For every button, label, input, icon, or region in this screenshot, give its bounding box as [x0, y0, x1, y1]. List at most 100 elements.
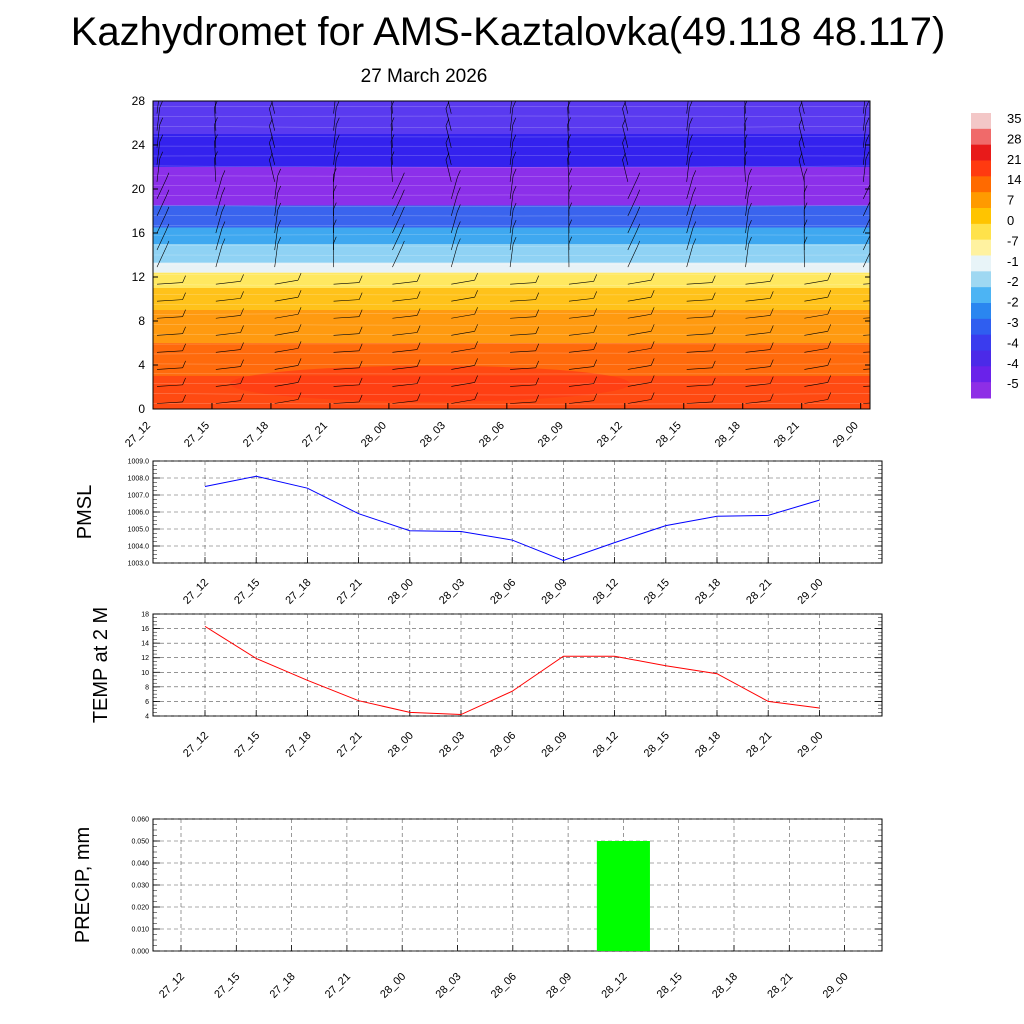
- wind-barb-flag: [474, 375, 478, 383]
- wind-barb: [744, 73, 745, 96]
- wind-barb-flag: [799, 85, 802, 92]
- wind-barb-flag: [358, 377, 363, 385]
- wind-barb: [568, 315, 594, 319]
- wind-barb: [451, 382, 475, 387]
- x-tick-label: 27_12: [123, 420, 153, 450]
- wind-barb-flag: [240, 359, 244, 367]
- wind-barb: [804, 331, 828, 336]
- wind-barb: [333, 158, 337, 182]
- wind-barb: [568, 73, 569, 96]
- wind-barb-flag: [650, 341, 655, 349]
- wind-barb: [568, 400, 594, 404]
- wind-barb-flag: [866, 67, 869, 74]
- wind-barb: [392, 247, 402, 268]
- wind-barb: [215, 383, 241, 387]
- wind-barb-flag: [269, 85, 272, 92]
- wind-barb: [156, 124, 161, 148]
- wind-barb-flag: [872, 241, 875, 248]
- wind-barb-flag: [159, 101, 163, 108]
- wind-barb: [863, 74, 866, 97]
- wind-barb: [567, 141, 570, 165]
- wind-barb: [863, 385, 870, 387]
- wind-barb: [568, 298, 594, 302]
- wind-barb: [862, 101, 866, 114]
- x-tick-label: 28_06: [477, 420, 507, 450]
- wind-barb: [333, 316, 360, 319]
- isotherm-line: [153, 313, 870, 315]
- wind-barb-flag: [744, 66, 747, 73]
- x-tick-label: 28_06: [488, 730, 518, 760]
- wind-barb: [863, 300, 870, 302]
- wind-barb-flag: [416, 308, 421, 316]
- wind-barb-flag: [689, 67, 692, 74]
- wind-barb: [510, 316, 536, 319]
- wind-barb-flag: [240, 376, 244, 384]
- wind-barb-flag: [391, 66, 394, 73]
- wind-barb: [156, 282, 183, 285]
- wind-barb: [214, 158, 217, 182]
- wind-barb: [745, 366, 771, 370]
- wind-barb: [333, 141, 337, 165]
- wind-barb-flag: [535, 326, 540, 334]
- wind-barb-flag: [165, 206, 170, 214]
- wind-barb: [509, 175, 514, 199]
- wind-barb: [509, 244, 514, 268]
- isotherm-line: [153, 284, 870, 286]
- wind-barb: [798, 125, 805, 148]
- wind-barb-flag: [593, 274, 597, 282]
- wind-barb: [799, 75, 804, 97]
- wind-barb: [862, 234, 870, 251]
- wind-barb: [392, 213, 402, 234]
- wind-barb: [686, 245, 694, 268]
- wind-barb-flag: [474, 307, 478, 315]
- wind-barb-flag: [416, 291, 421, 299]
- isotherm-line: [153, 363, 870, 365]
- wind-barb: [745, 244, 749, 268]
- wind-barb: [801, 101, 805, 114]
- wind-barb-flag: [769, 291, 774, 299]
- wind-barb-flag: [803, 202, 808, 210]
- wind-barb: [451, 313, 475, 319]
- wind-barb-flag: [692, 187, 697, 195]
- wind-barb-flag: [416, 393, 421, 401]
- x-tick-label: 28_18: [710, 971, 740, 1001]
- y-tick-label: 12: [132, 270, 146, 284]
- y-tick-label: 0.040: [131, 861, 149, 868]
- wind-barb-flag: [416, 359, 421, 367]
- wind-barb: [509, 192, 514, 216]
- chart-subtitle: 27 March 2026: [360, 66, 488, 87]
- x-tick-label: 28_21: [772, 420, 802, 450]
- precip-bar: [596, 841, 650, 951]
- wind-barb: [392, 298, 418, 302]
- wind-barb-flag: [335, 151, 340, 159]
- wind-barb: [274, 279, 299, 285]
- wind-barb: [215, 332, 241, 336]
- wind-barb: [451, 296, 475, 302]
- wind-barb: [450, 211, 458, 234]
- x-tick-label: 27_12: [181, 730, 211, 760]
- wind-barb: [745, 400, 771, 404]
- wind-barb-flag: [474, 392, 478, 400]
- wind-barb-flag: [535, 360, 540, 368]
- pmsl-panel: 1003.0 1004.0 1005.0 1006.0 1007.0 1008.0 1009…: [74, 459, 883, 607]
- wind-barb: [862, 251, 870, 268]
- wind-barb: [451, 279, 475, 285]
- wind-barb-flag: [689, 134, 693, 142]
- x-tick-label: 28_03: [437, 577, 467, 607]
- wind-barb: [804, 348, 828, 353]
- x-tick-label: 28_15: [642, 577, 672, 607]
- wind-barb-flag: [358, 394, 363, 403]
- wind-barb: [509, 227, 514, 251]
- y-tick-label: 14: [141, 641, 149, 648]
- x-tick-label: 29_00: [795, 577, 825, 607]
- wind-barb: [743, 107, 746, 131]
- wind-barb-flag: [803, 236, 808, 244]
- wind-barb-flag: [650, 307, 655, 315]
- wind-barb: [622, 75, 627, 97]
- wind-barb: [745, 209, 749, 234]
- wind-barb-flag: [865, 151, 870, 159]
- wind-barb-flag: [182, 394, 186, 403]
- x-tick-label: 28_03: [434, 971, 464, 1001]
- wind-barb-flag: [803, 219, 808, 227]
